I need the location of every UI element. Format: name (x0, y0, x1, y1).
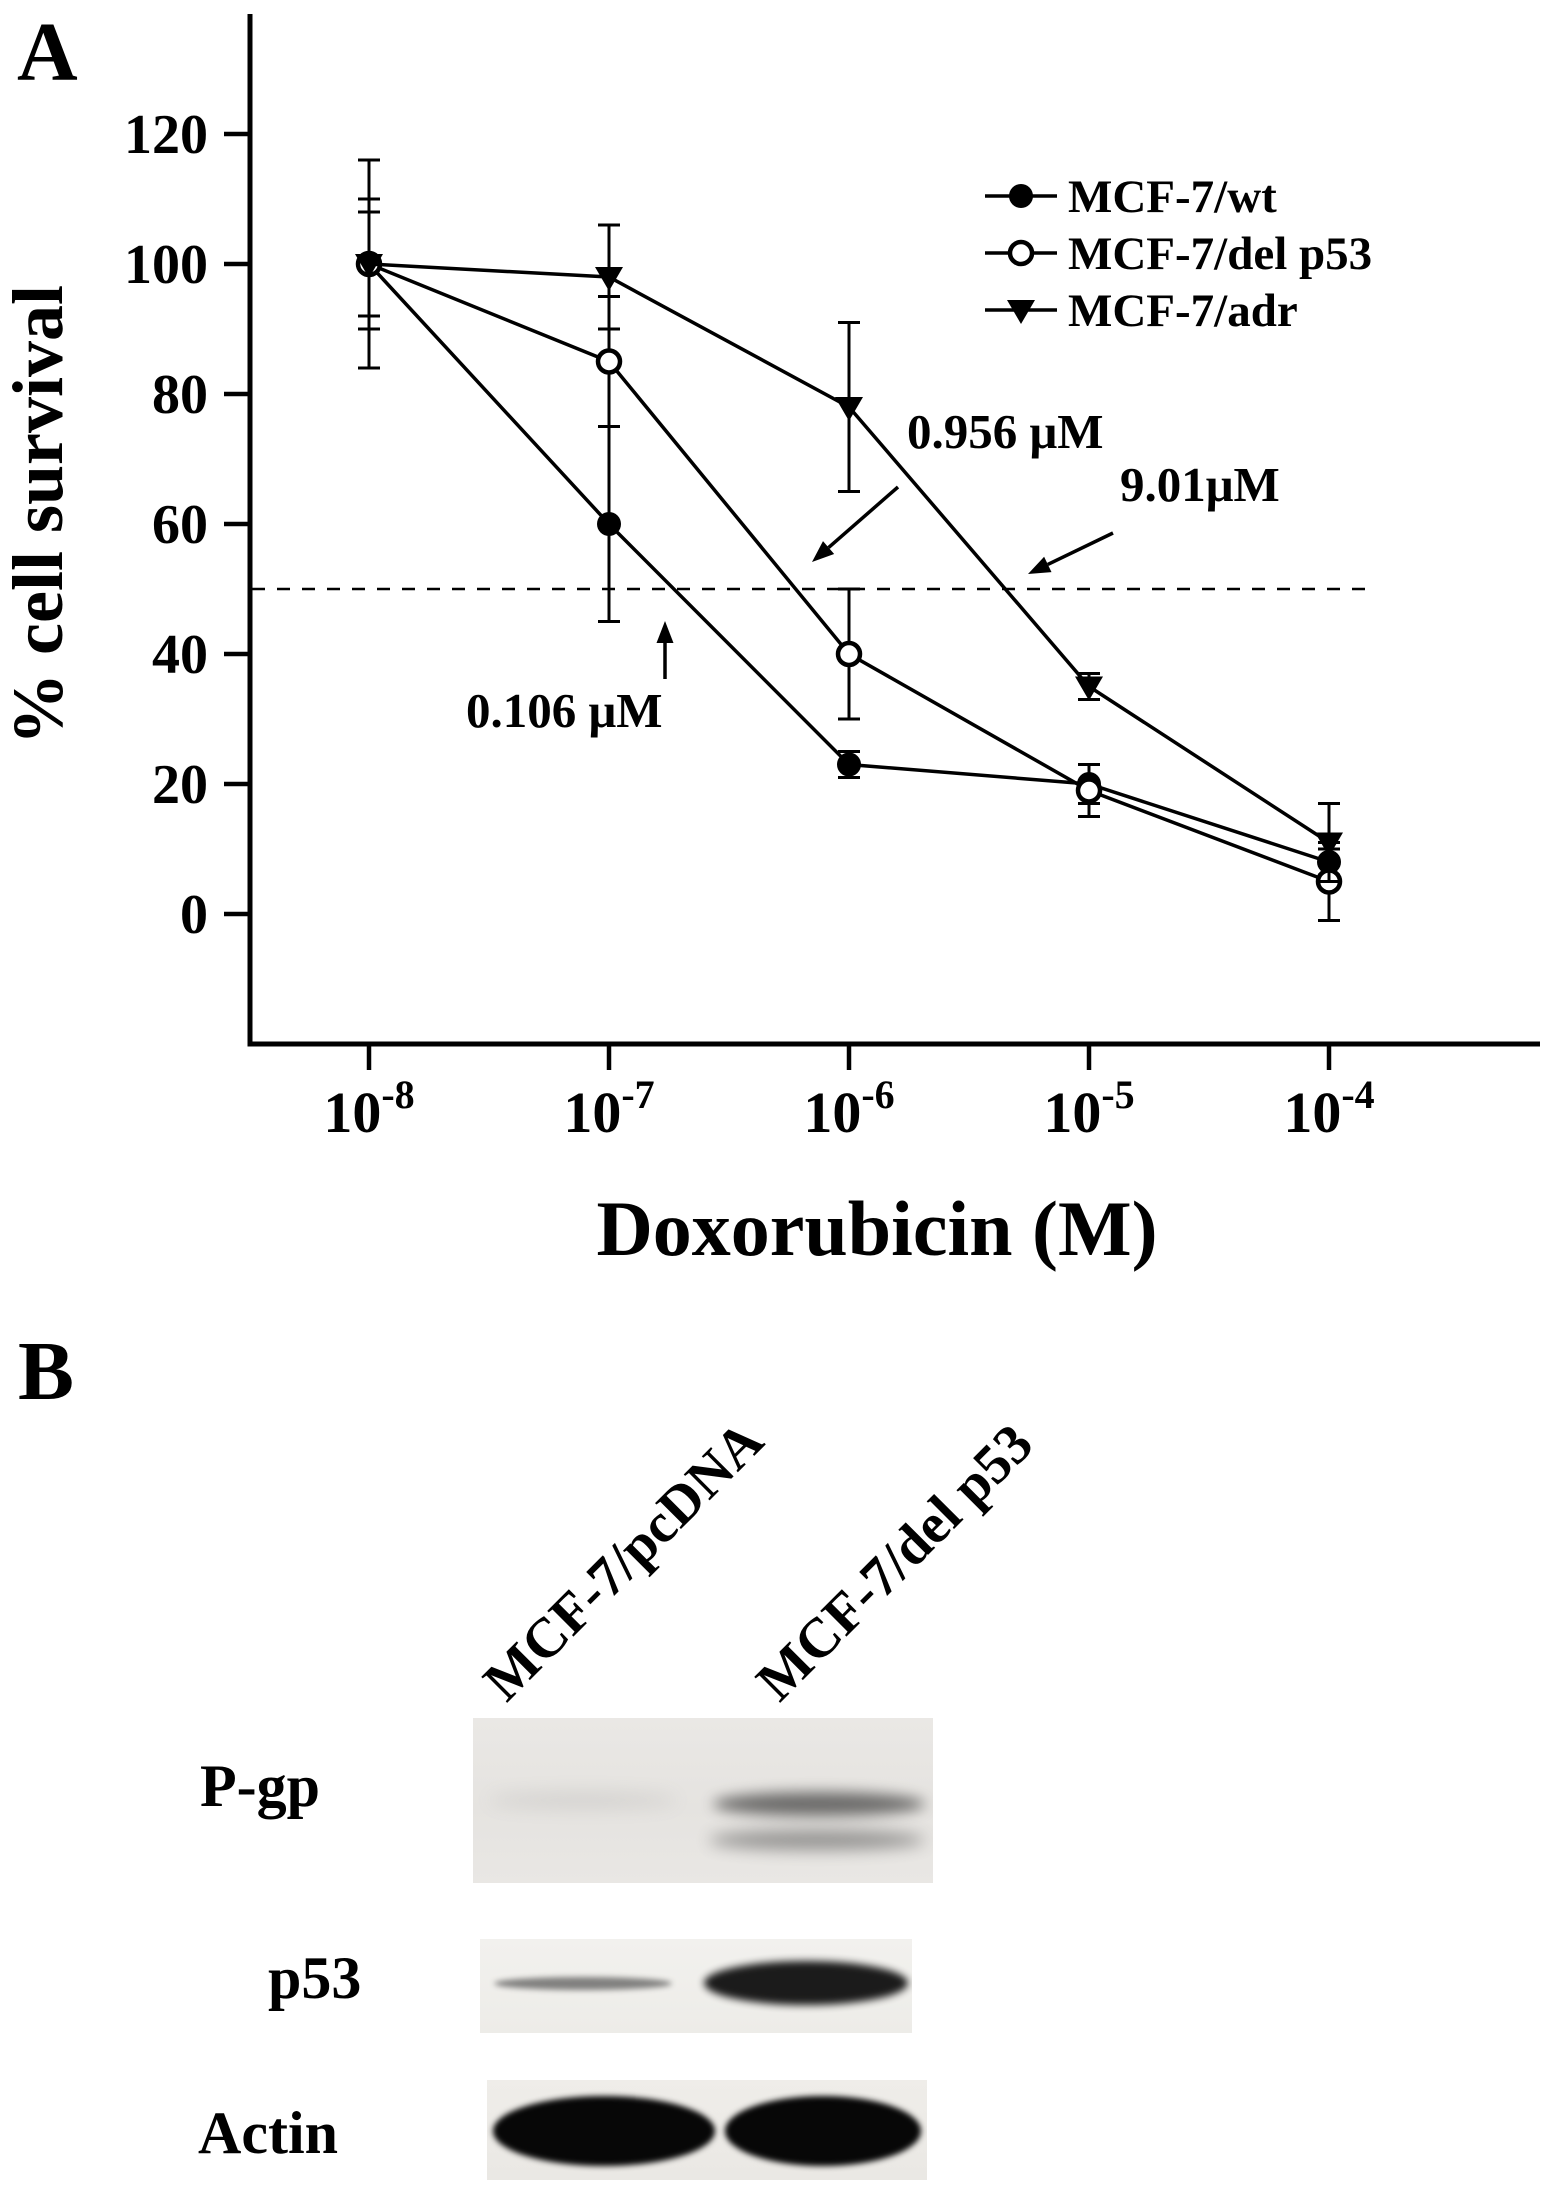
pgp-band-lane1-faint (488, 1792, 678, 1808)
y-tick-label: 80 (152, 364, 208, 426)
y-tick-label: 120 (124, 104, 208, 166)
actin-band-lane1 (493, 2096, 715, 2166)
legend-label: MCF-7/adr (1068, 285, 1298, 337)
actin-band-lane2 (725, 2096, 921, 2166)
y-tick-label: 0 (180, 884, 208, 946)
x-tick-label: 10-8 (323, 1072, 414, 1145)
marker-filled-circle (597, 512, 621, 536)
marker-filled-triangle-down (355, 254, 383, 278)
ic50-annotation: 0.106 μM (466, 621, 674, 738)
lane-label-delp53: MCF-7/del p53 (744, 1412, 1045, 1713)
annotation-text: 0.106 μM (466, 683, 663, 738)
annotation-arrow-head (656, 621, 674, 643)
marker-filled-circle (837, 752, 861, 777)
annotation-arrow-line (827, 485, 900, 549)
x-tick-label: 10-5 (1043, 1072, 1134, 1145)
pgp-band-lane2-lower (709, 1830, 925, 1850)
legend-label: MCF-7/wt (1068, 171, 1277, 223)
pgp-band-lane2-upper (713, 1792, 925, 1816)
annotation-text: 9.01μM (1120, 457, 1280, 512)
annotation-arrow-head (1028, 556, 1052, 574)
lane-label-pcdna: MCF-7/pcDNA (471, 1409, 776, 1713)
x-tick-label: 10-6 (803, 1072, 894, 1145)
marker-filled-triangle-down (1315, 832, 1343, 857)
blot-strip-pgp (473, 1718, 933, 1883)
marker-filled-triangle-down (1007, 300, 1035, 324)
blot-strip-p53 (480, 1939, 912, 2033)
x-tick-label: 10-7 (563, 1072, 654, 1145)
marker-open-circle (1007, 239, 1035, 267)
marker-open-circle (1075, 777, 1103, 804)
marker-open-circle (595, 348, 623, 375)
p53-band-lane2 (704, 1961, 908, 2005)
x-tick-label: 10-4 (1283, 1072, 1374, 1145)
legend-label: MCF-7/del p53 (1068, 228, 1372, 280)
survival-chart: % cell survival Doxorubicin (M) 0 20 40 60 8… (0, 14, 1540, 1272)
marker-filled-triangle-down (835, 397, 863, 421)
ic50-annotation: 9.01μM (1028, 457, 1280, 574)
y-tick-label: 40 (152, 624, 208, 686)
marker-filled-triangle-down (1075, 676, 1103, 701)
panel-a-letter: A (17, 6, 78, 99)
annotation-arrow-line (1047, 531, 1114, 567)
blot-strip-actin (487, 2080, 927, 2180)
x-axis-label: Doxorubicin (M) (596, 1185, 1157, 1272)
row-label-pgp: P-gp (200, 1753, 320, 1819)
y-tick-label: 20 (152, 754, 208, 816)
p53-band-lane1 (494, 1977, 672, 1990)
marker-filled-triangle-down (595, 267, 623, 291)
y-tick-label: 60 (152, 494, 208, 556)
row-label-p53: p53 (268, 1945, 362, 2011)
marker-filled-circle (1009, 184, 1033, 208)
ic50-annotation: 0.956 μM (812, 404, 1104, 562)
y-tick-label: 100 (124, 234, 208, 296)
y-axis-label: % cell survival (0, 285, 78, 745)
marker-open-circle (835, 640, 863, 668)
annotation-text: 0.956 μM (907, 404, 1104, 459)
panel-b-letter: B (18, 1325, 75, 1418)
annotation-arrow-head (812, 541, 835, 562)
row-label-actin: Actin (198, 2100, 338, 2166)
series-mcf-7-adr (355, 210, 1343, 883)
